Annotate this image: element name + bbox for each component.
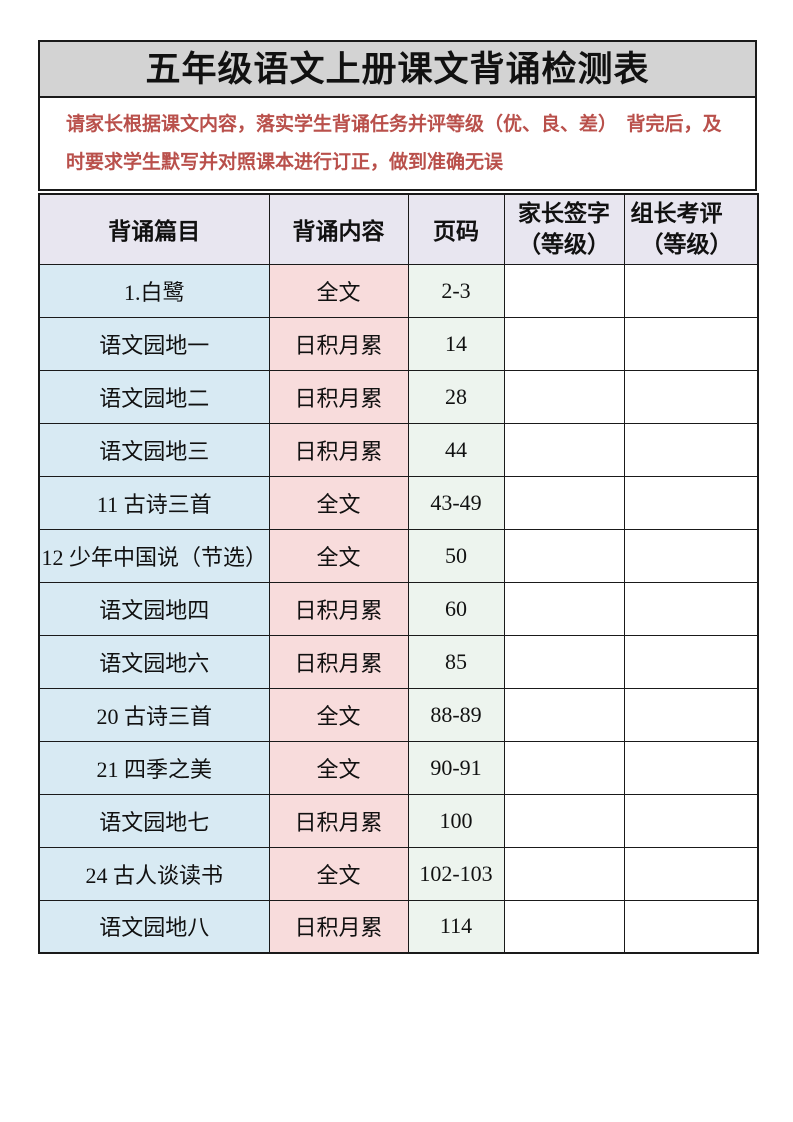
col-header-recitation-content: 背诵内容 (268, 193, 409, 265)
cell-leader-evaluation (623, 263, 759, 318)
cell-parent-signature (503, 634, 625, 689)
cell-recitation-content: 全文 (268, 846, 409, 901)
cell-leader-evaluation (623, 581, 759, 636)
table-row: 语文园地六 日积月累 85 (38, 634, 759, 689)
table-row: 语文园地二 日积月累 28 (38, 369, 759, 424)
cell-page-number: 90-91 (407, 740, 505, 795)
cell-page-number: 50 (407, 528, 505, 583)
col-header-parent-signature-line2: （等级） (518, 232, 610, 258)
col-header-parent-signature-line1: 家长签字 (518, 201, 610, 227)
table-row: 语文园地四 日积月累 60 (38, 581, 759, 636)
cell-parent-signature (503, 581, 625, 636)
cell-leader-evaluation (623, 475, 759, 530)
cell-recitation-title: 12 少年中国说（节选） (38, 528, 270, 583)
cell-page-number: 14 (407, 316, 505, 371)
cell-leader-evaluation (623, 846, 759, 901)
cell-recitation-title: 语文园地四 (38, 581, 270, 636)
cell-parent-signature (503, 475, 625, 530)
col-header-leader-evaluation-line1: 组长考评 (630, 201, 723, 226)
cell-recitation-title: 24 古人谈读书 (38, 846, 270, 901)
cell-parent-signature (503, 793, 625, 848)
cell-recitation-content: 日积月累 (268, 793, 409, 848)
cell-page-number: 44 (407, 422, 505, 477)
cell-page-number: 43-49 (407, 475, 505, 530)
cell-page-number: 88-89 (407, 687, 505, 742)
cell-recitation-content: 日积月累 (268, 422, 409, 477)
cell-page-number: 85 (407, 634, 505, 689)
cell-recitation-content: 日积月累 (268, 581, 409, 636)
cell-recitation-title: 1.白鹭 (38, 263, 270, 318)
cell-leader-evaluation (623, 422, 759, 477)
cell-parent-signature (503, 740, 625, 795)
cell-recitation-title: 语文园地二 (38, 369, 270, 424)
table-row: 1.白鹭 全文 2-3 (38, 263, 759, 318)
cell-recitation-title: 21 四季之美 (38, 740, 270, 795)
cell-recitation-content: 日积月累 (268, 899, 409, 954)
cell-recitation-title: 20 古诗三首 (38, 687, 270, 742)
document-page: 五年级语文上册课文背诵检测表 请家长根据课文内容，落实学生背诵任务并评等级（优、… (38, 0, 759, 954)
cell-page-number: 60 (407, 581, 505, 636)
table-row: 20 古诗三首 全文 88-89 (38, 687, 759, 742)
cell-page-number: 102-103 (407, 846, 505, 901)
cell-page-number: 100 (407, 793, 505, 848)
cell-parent-signature (503, 263, 625, 318)
table-row: 语文园地一 日积月累 14 (38, 316, 759, 371)
cell-parent-signature (503, 687, 625, 742)
cell-leader-evaluation (623, 740, 759, 795)
cell-recitation-content: 全文 (268, 740, 409, 795)
cell-page-number: 114 (407, 899, 505, 954)
cell-leader-evaluation (623, 528, 759, 583)
table-row: 11 古诗三首 全文 43-49 (38, 475, 759, 530)
table-row: 21 四季之美 全文 90-91 (38, 740, 759, 795)
cell-recitation-content: 全文 (268, 263, 409, 318)
table-row: 12 少年中国说（节选） 全文 50 (38, 528, 759, 583)
cell-recitation-title: 语文园地七 (38, 793, 270, 848)
page-title: 五年级语文上册课文背诵检测表 (40, 42, 755, 98)
cell-parent-signature (503, 846, 625, 901)
cell-recitation-content: 全文 (268, 687, 409, 742)
cell-parent-signature (503, 422, 625, 477)
cell-recitation-content: 日积月累 (268, 369, 409, 424)
header-box: 五年级语文上册课文背诵检测表 请家长根据课文内容，落实学生背诵任务并评等级（优、… (38, 40, 757, 191)
notice-text: 请家长根据课文内容，落实学生背诵任务并评等级（优、良、差） 背完后，及时要求学生… (66, 114, 722, 173)
table-row: 语文园地三 日积月累 44 (38, 422, 759, 477)
cell-recitation-content: 日积月累 (268, 316, 409, 371)
cell-parent-signature (503, 528, 625, 583)
cell-parent-signature (503, 316, 625, 371)
cell-recitation-title: 11 古诗三首 (38, 475, 270, 530)
table-row: 24 古人谈读书 全文 102-103 (38, 846, 759, 901)
table-row: 语文园地七 日积月累 100 (38, 793, 759, 848)
cell-recitation-title: 语文园地六 (38, 634, 270, 689)
cell-recitation-title: 语文园地一 (38, 316, 270, 371)
table-row: 语文园地八 日积月累 114 (38, 899, 759, 954)
col-header-page-number: 页码 (407, 193, 505, 265)
cell-recitation-content: 全文 (268, 528, 409, 583)
cell-leader-evaluation (623, 316, 759, 371)
col-header-leader-evaluation-line2: （等级） (640, 232, 733, 257)
cell-leader-evaluation (623, 634, 759, 689)
cell-leader-evaluation (623, 899, 759, 954)
cell-parent-signature (503, 369, 625, 424)
cell-page-number: 2-3 (407, 263, 505, 318)
header-row: 背诵篇目 背诵内容 页码 家长签字 （等级） 组长考评 （等级） (38, 193, 759, 265)
cell-page-number: 28 (407, 369, 505, 424)
cell-recitation-title: 语文园地三 (38, 422, 270, 477)
col-header-recitation-title: 背诵篇目 (38, 193, 270, 265)
col-header-leader-evaluation: 组长考评 （等级） (623, 193, 759, 265)
col-header-parent-signature: 家长签字 （等级） (503, 193, 625, 265)
cell-recitation-content: 日积月累 (268, 634, 409, 689)
cell-leader-evaluation (623, 793, 759, 848)
cell-parent-signature (503, 899, 625, 954)
cell-recitation-content: 全文 (268, 475, 409, 530)
table-body: 1.白鹭 全文 2-3 语文园地一 日积月累 14 语文园地二 日积月累 28 … (38, 263, 759, 954)
cell-recitation-title: 语文园地八 (38, 899, 270, 954)
recitation-table: 背诵篇目 背诵内容 页码 家长签字 （等级） 组长考评 （等级） 1.白鹭 全文… (38, 193, 759, 954)
cell-leader-evaluation (623, 687, 759, 742)
cell-leader-evaluation (623, 369, 759, 424)
